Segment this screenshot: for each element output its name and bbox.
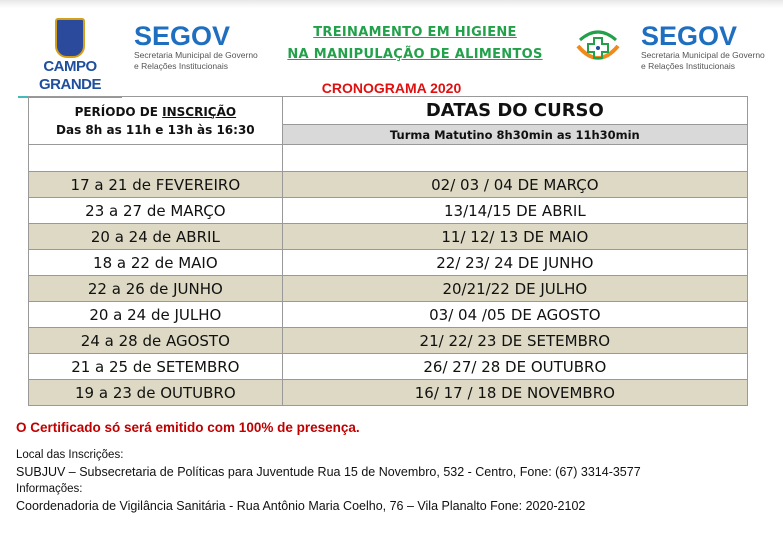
table-row: 20 a 24 de JULHO 03/ 04 /05 DE AGOSTO (28, 301, 749, 328)
inscription-period: 21 a 25 de SETEMBRO (28, 353, 283, 380)
table-row: 18 a 22 de MAIO 22/ 23/ 24 DE JUNHO (28, 249, 749, 276)
table-row: 22 a 26 de JUNHO 20/21/22 DE JULHO (28, 275, 749, 302)
course-dates-header: DATAS DO CURSO (281, 96, 749, 125)
local-value: SUBJUV – Subsecretaria de Políticas para… (16, 465, 641, 479)
table-row: 24 a 28 de AGOSTO 21/ 22/ 23 DE SETEMBRO (28, 327, 749, 354)
course-dates: 03/ 04 /05 DE AGOSTO (281, 301, 749, 328)
inscription-period: 20 a 24 de JULHO (28, 301, 283, 328)
course-dates: 02/ 03 / 04 DE MARÇO (281, 171, 749, 198)
course-dates: 21/ 22/ 23 DE SETEMBRO (281, 327, 749, 354)
inscription-period: 20 a 24 de ABRIL (28, 223, 283, 250)
segov-logo-right: SEGOV Secretaria Municipal de Governo e … (641, 21, 765, 71)
course-dates: 13/14/15 DE ABRIL (281, 197, 749, 224)
inscription-period: 24 a 28 de AGOSTO (28, 327, 283, 354)
local-label: Local das Inscrições: (16, 449, 124, 461)
course-dates: 26/ 27/ 28 DE OUTUBRO (281, 353, 749, 380)
inscription-period: 18 a 22 de MAIO (28, 249, 283, 276)
training-title: TREINAMENTO EM HIGIENE NA MANIPULAÇÃO DE… (287, 25, 543, 62)
course-dates: 11/ 12/ 13 DE MAIO (281, 223, 749, 250)
inscription-period: 19 a 23 de OUTUBRO (28, 379, 283, 406)
info-value: Coordenadoria de Vigilância Sanitária - … (16, 499, 586, 513)
class-time-subheader: Turma Matutino 8h30min as 11h30min (281, 124, 749, 145)
course-dates: 22/ 23/ 24 DE JUNHO (281, 249, 749, 276)
schedule-table: PERÍODO DE INSCRIÇÃO Das 8h as 11h e 13h… (28, 96, 749, 406)
inscription-period: 22 a 26 de JUNHO (28, 275, 283, 302)
inscription-period: 17 a 21 de FEVEREIRO (28, 171, 283, 198)
inscription-period: 23 a 27 de MARÇO (28, 197, 283, 224)
course-dates: 20/21/22 DE JULHO (281, 275, 749, 302)
campo-grande-logo: CAMPO GRANDE (14, 18, 126, 98)
cronograma-title: CRONOGRAMA 2020 (321, 80, 462, 96)
segov-logo-left: SEGOV Secretaria Municipal de Governo e … (134, 21, 258, 71)
course-dates: 16/ 17 / 18 DE NOVEMBRO (281, 379, 749, 406)
top-shadow (0, 0, 783, 8)
table-row: 17 a 21 de FEVEREIRO 02/ 03 / 04 DE MARÇO (28, 171, 749, 198)
table-row: 21 a 25 de SETEMBRO 26/ 27/ 28 DE OUTUBRO (28, 353, 749, 380)
campo-grande-text: CAMPO GRANDE (38, 58, 102, 93)
table-row: 20 a 24 de ABRIL 11/ 12/ 13 DE MAIO (28, 223, 749, 250)
table-row: 23 a 27 de MARÇO 13/14/15 DE ABRIL (28, 197, 749, 224)
certificate-notice: O Certificado só será emitido com 100% d… (16, 420, 360, 435)
inscription-header: PERÍODO DE INSCRIÇÃO Das 8h as 11h e 13h… (28, 96, 283, 145)
info-label: Informações: (16, 483, 83, 495)
vigilancia-sanitaria-logo (566, 18, 630, 74)
table-row: 19 a 23 de OUTUBRO 16/ 17 / 18 DE NOVEMBR… (28, 379, 749, 406)
coat-of-arms-icon (55, 18, 85, 58)
